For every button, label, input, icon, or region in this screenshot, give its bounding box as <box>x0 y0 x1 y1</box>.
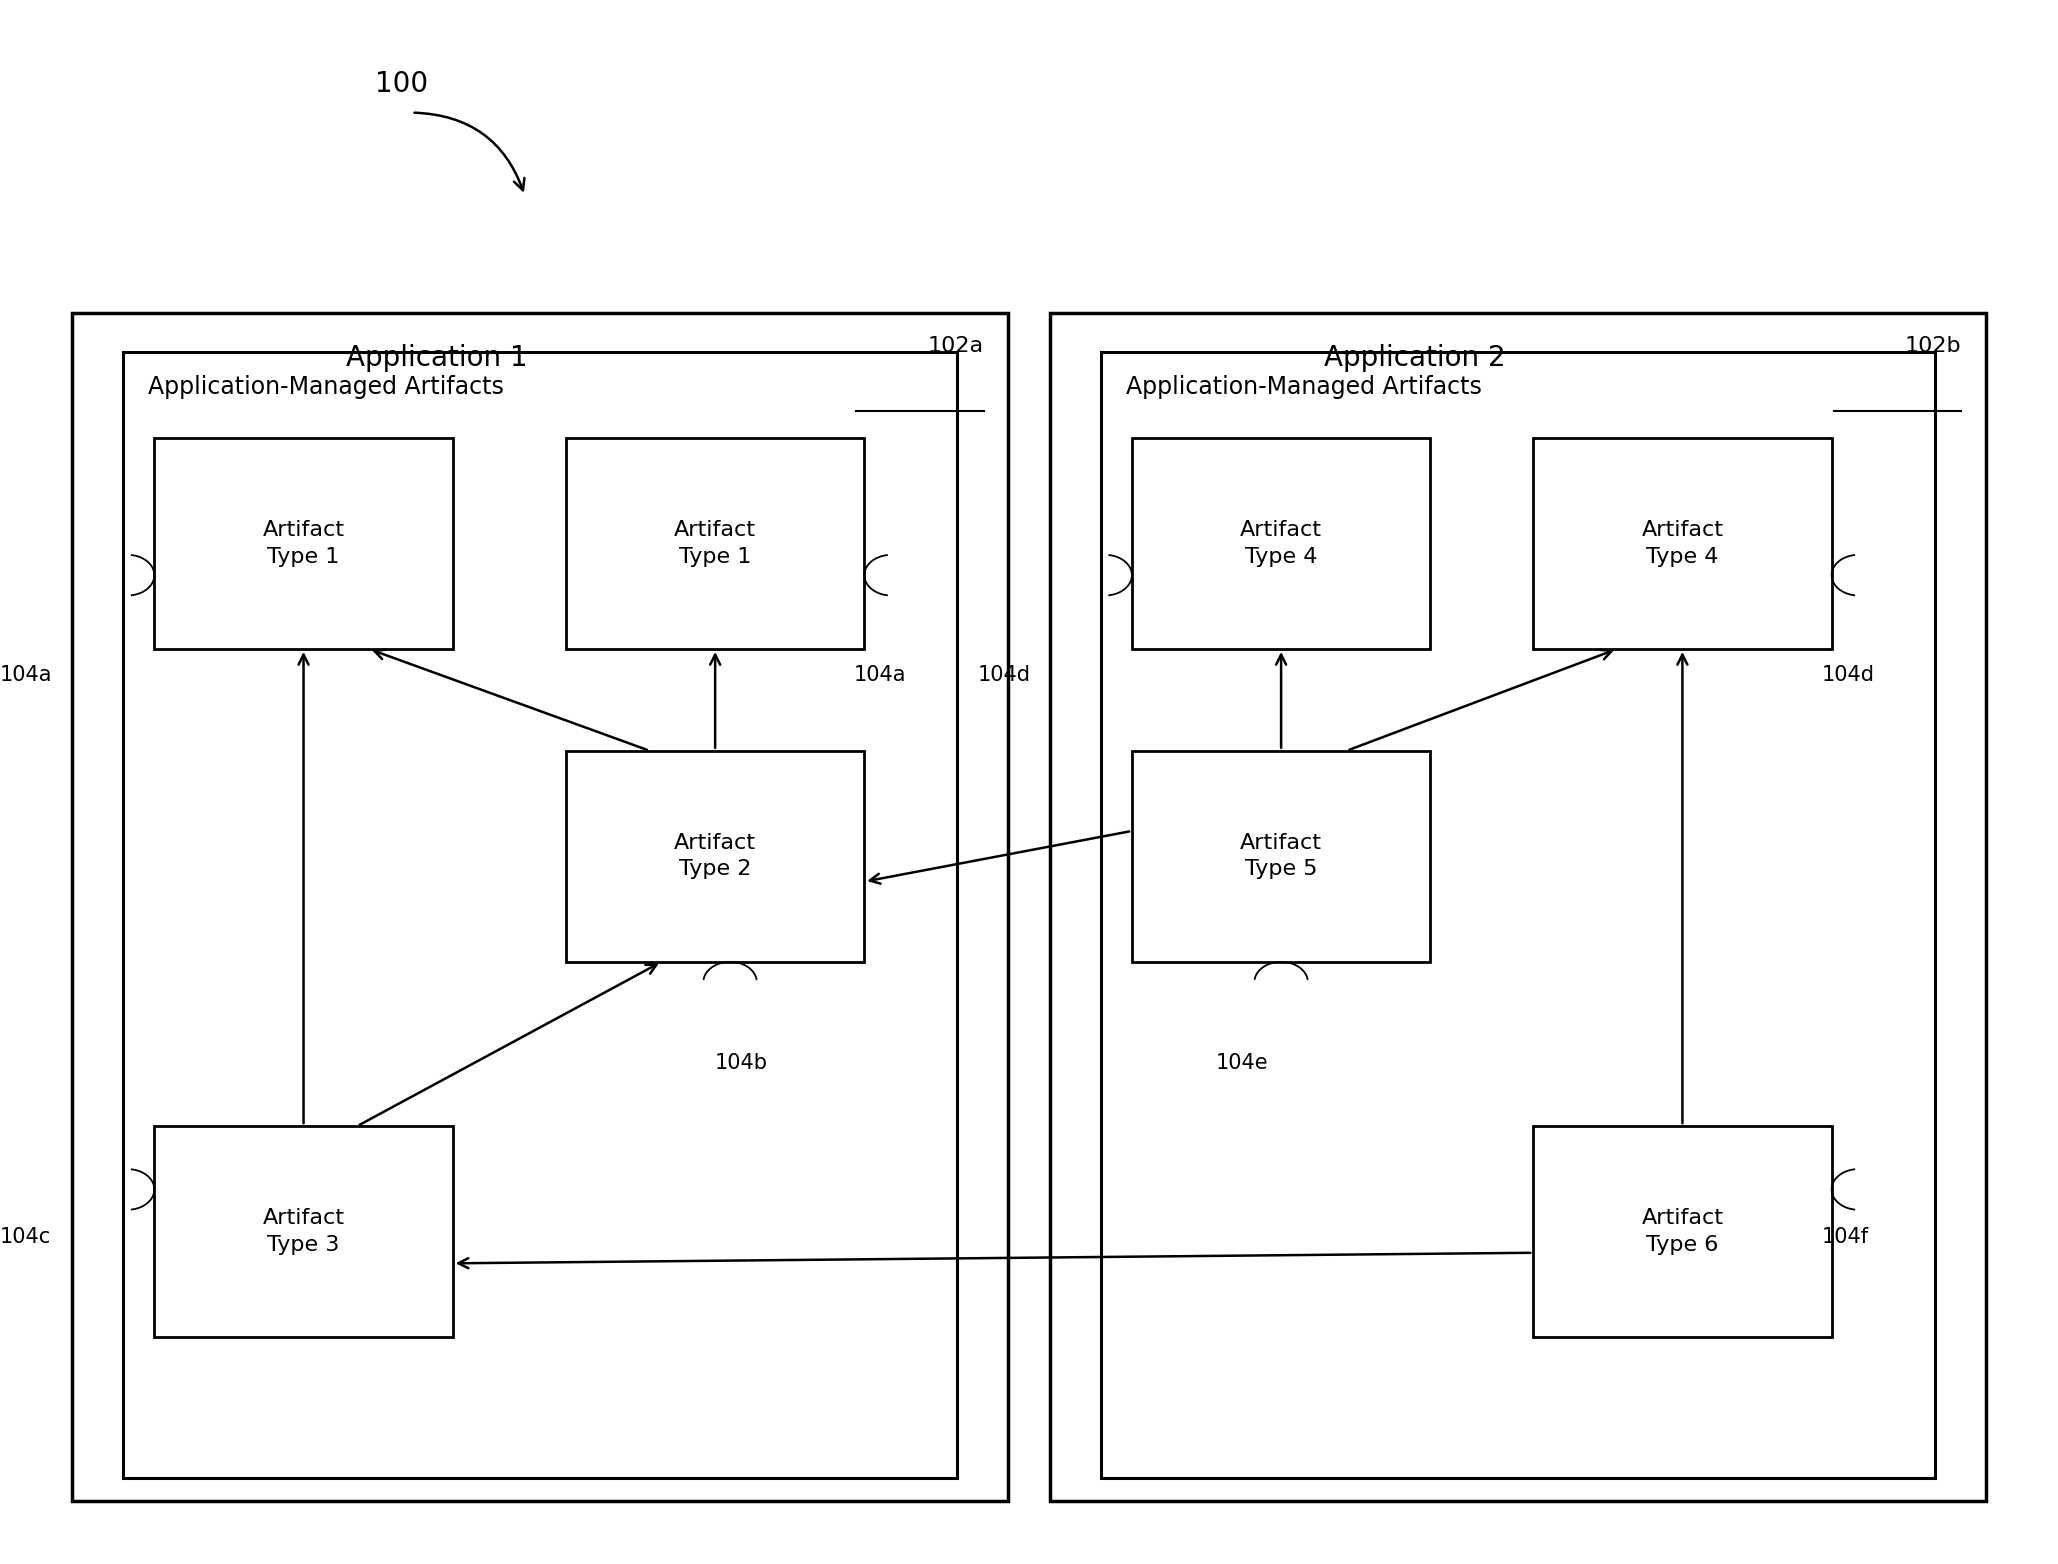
Text: 100: 100 <box>375 70 428 99</box>
Bar <box>154 1126 453 1337</box>
Bar <box>72 313 1008 1501</box>
Bar <box>1101 352 1935 1478</box>
Text: 104b: 104b <box>716 1053 768 1073</box>
Bar <box>1533 438 1832 649</box>
Text: 102b: 102b <box>1904 336 1961 357</box>
Bar <box>566 438 864 649</box>
Text: Artifact
Type 4: Artifact Type 4 <box>1642 521 1723 566</box>
Text: Artifact
Type 6: Artifact Type 6 <box>1642 1209 1723 1254</box>
Bar <box>123 352 957 1478</box>
Text: 104f: 104f <box>1821 1228 1869 1248</box>
Bar <box>566 751 864 962</box>
Text: Application 2: Application 2 <box>1323 344 1506 372</box>
Text: Artifact
Type 5: Artifact Type 5 <box>1241 834 1321 879</box>
Text: 104d: 104d <box>1821 665 1875 685</box>
Text: Application-Managed Artifacts: Application-Managed Artifacts <box>148 375 504 399</box>
Text: 104e: 104e <box>1216 1053 1268 1073</box>
Text: Application 1: Application 1 <box>346 344 529 372</box>
Bar <box>1132 438 1430 649</box>
Bar <box>154 438 453 649</box>
Text: Artifact
Type 3: Artifact Type 3 <box>263 1209 344 1254</box>
Text: 104a: 104a <box>854 665 908 685</box>
Text: Artifact
Type 1: Artifact Type 1 <box>675 521 755 566</box>
Text: 104a: 104a <box>0 665 54 685</box>
Text: 104d: 104d <box>978 665 1031 685</box>
Text: Artifact
Type 1: Artifact Type 1 <box>263 521 344 566</box>
Text: 104c: 104c <box>0 1228 51 1248</box>
Bar <box>1132 751 1430 962</box>
Text: Artifact
Type 2: Artifact Type 2 <box>675 834 755 879</box>
Text: Artifact
Type 4: Artifact Type 4 <box>1241 521 1321 566</box>
Bar <box>1050 313 1986 1501</box>
Bar <box>1533 1126 1832 1337</box>
Text: Application-Managed Artifacts: Application-Managed Artifacts <box>1126 375 1482 399</box>
Text: 102a: 102a <box>928 336 984 357</box>
